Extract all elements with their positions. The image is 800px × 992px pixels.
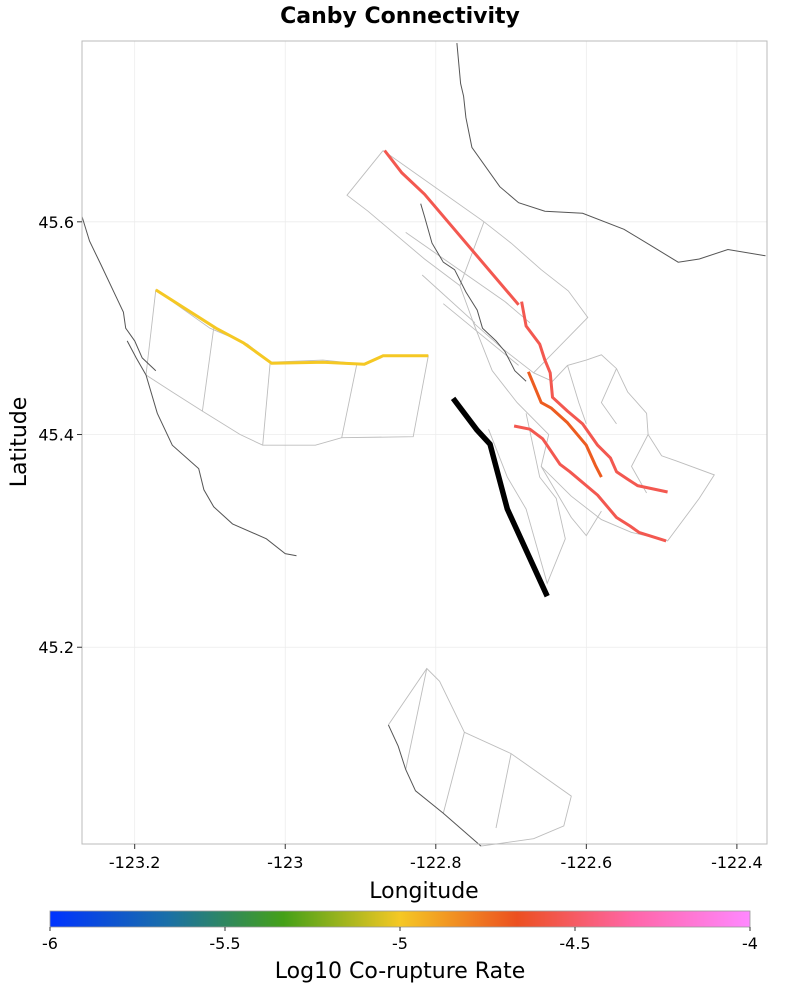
fault-section-outline (567, 365, 587, 425)
co-rupture-lines (154, 149, 668, 543)
colorbar-tick-label: -4.5 (559, 934, 590, 953)
fault-trace (456, 43, 766, 263)
fault-section-outline (495, 753, 512, 829)
fault-section-outline (388, 667, 572, 847)
plot-frame (81, 40, 768, 845)
fault-section-outline (346, 150, 485, 287)
map-title: Canby Connectivity (280, 4, 520, 29)
fault-section-outline (421, 274, 476, 324)
y-tick-label: 45.6 (38, 213, 74, 232)
fault-section-outline (442, 732, 465, 814)
x-tick-label: -123 (267, 853, 303, 872)
x-axis-ticks: -123.2 -123 -122.8 -122.6 -122.4 (109, 844, 763, 872)
fault-section-outline (405, 232, 506, 302)
co-rupture-line (527, 371, 603, 478)
fault-traces (81, 43, 766, 847)
fault-section-outline (472, 322, 715, 542)
fault-section-outline (630, 434, 649, 494)
colorbar (49, 910, 751, 928)
fault-trace (420, 203, 527, 382)
x-tick-label: -122.6 (561, 853, 613, 872)
y-axis-ticks: 45.6 45.4 45.2 (38, 213, 82, 657)
colorbar-tick-label: -4 (742, 934, 758, 953)
colorbar-ticks: -6 -5.5 -5 -4.5 -4 (42, 927, 758, 953)
co-rupture-line (383, 149, 520, 306)
fault-section-outline (459, 221, 589, 374)
grid-lines (82, 41, 767, 844)
fault-trace (126, 340, 297, 557)
co-rupture-line (520, 301, 668, 494)
colorbar-tick-label: -5 (392, 934, 408, 953)
fault-section-outline (201, 328, 215, 412)
y-axis-label: Latitude (7, 397, 32, 488)
fault-section-outlines (145, 150, 715, 847)
x-axis-label: Longitude (369, 879, 478, 904)
fault-section-outline (488, 413, 566, 585)
fault-trace (81, 216, 157, 372)
fault-section-outline (443, 303, 519, 366)
fault-section-outline (145, 289, 429, 446)
x-tick-label: -123.2 (109, 853, 161, 872)
co-rupture-line (513, 424, 667, 543)
colorbar-label: Log10 Co-rupture Rate (275, 959, 526, 984)
y-tick-label: 45.2 (38, 638, 74, 657)
co-rupture-line (154, 288, 429, 366)
fault-section-outline (262, 362, 271, 446)
y-tick-label: 45.4 (38, 426, 74, 445)
fault-section-outline (341, 364, 358, 438)
x-tick-label: -122.8 (410, 853, 462, 872)
colorbar-tick-label: -5.5 (209, 934, 240, 953)
fault-section-outline (600, 368, 617, 425)
fault-section-outline (540, 466, 602, 537)
fault-section-outline (405, 668, 428, 770)
source-fault-line (450, 396, 550, 598)
colorbar-tick-label: -6 (42, 934, 58, 953)
fault-trace (387, 724, 482, 847)
source-fault-layer (450, 396, 550, 598)
x-tick-label: -122.4 (711, 853, 763, 872)
